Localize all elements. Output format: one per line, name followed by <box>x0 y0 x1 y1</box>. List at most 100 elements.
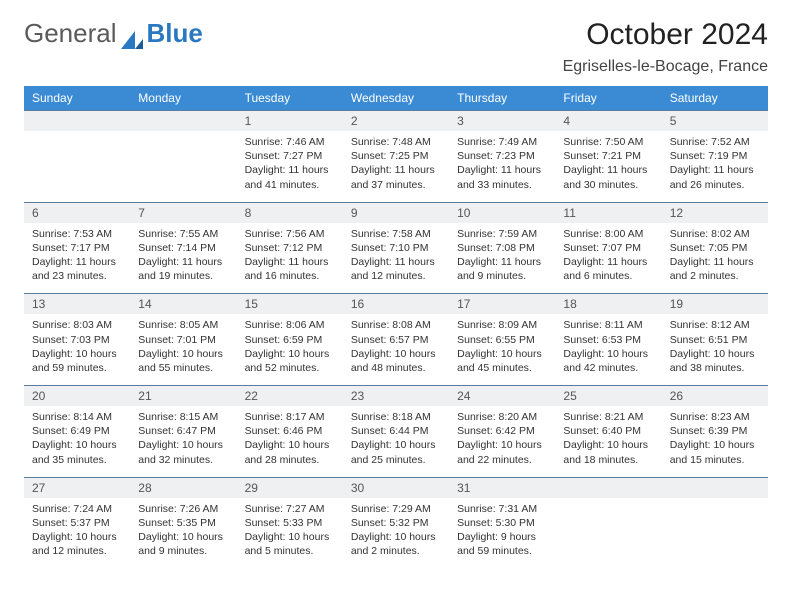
day-body-row: Sunrise: 7:46 AMSunset: 7:27 PMDaylight:… <box>24 131 768 202</box>
sunset-text: Sunset: 6:49 PM <box>32 424 122 438</box>
weekday-header: Saturday <box>662 86 768 111</box>
day-cell: Sunrise: 7:59 AMSunset: 7:08 PMDaylight:… <box>449 223 555 294</box>
daylight-text: Daylight: 10 hours and 9 minutes. <box>138 530 228 558</box>
day-cell: Sunrise: 7:52 AMSunset: 7:19 PMDaylight:… <box>662 131 768 202</box>
sunset-text: Sunset: 6:40 PM <box>563 424 653 438</box>
sunset-text: Sunset: 5:35 PM <box>138 516 228 530</box>
day-number: 3 <box>449 111 555 132</box>
daylight-text: Daylight: 9 hours and 59 minutes. <box>457 530 547 558</box>
daylight-text: Daylight: 10 hours and 42 minutes. <box>563 347 653 375</box>
month-title: October 2024 <box>563 18 768 52</box>
sunrise-text: Sunrise: 7:24 AM <box>32 502 122 516</box>
day-cell: Sunrise: 8:17 AMSunset: 6:46 PMDaylight:… <box>237 406 343 477</box>
sunrise-text: Sunrise: 8:02 AM <box>670 227 760 241</box>
day-number: 4 <box>555 111 661 132</box>
daylight-text: Daylight: 11 hours and 41 minutes. <box>245 163 335 191</box>
day-number <box>24 111 130 132</box>
day-cell: Sunrise: 8:14 AMSunset: 6:49 PMDaylight:… <box>24 406 130 477</box>
day-cell: Sunrise: 7:29 AMSunset: 5:32 PMDaylight:… <box>343 498 449 569</box>
sunrise-text: Sunrise: 8:20 AM <box>457 410 547 424</box>
daylight-text: Daylight: 10 hours and 5 minutes. <box>245 530 335 558</box>
day-number-row: 2728293031 <box>24 477 768 498</box>
sunrise-text: Sunrise: 8:23 AM <box>670 410 760 424</box>
day-number: 21 <box>130 386 236 407</box>
sunset-text: Sunset: 5:30 PM <box>457 516 547 530</box>
sunrise-text: Sunrise: 7:49 AM <box>457 135 547 149</box>
day-cell: Sunrise: 8:02 AMSunset: 7:05 PMDaylight:… <box>662 223 768 294</box>
daylight-text: Daylight: 11 hours and 30 minutes. <box>563 163 653 191</box>
sunrise-text: Sunrise: 8:08 AM <box>351 318 441 332</box>
day-number-row: 6789101112 <box>24 202 768 223</box>
day-number: 12 <box>662 202 768 223</box>
day-number: 8 <box>237 202 343 223</box>
day-cell: Sunrise: 8:06 AMSunset: 6:59 PMDaylight:… <box>237 314 343 385</box>
day-number: 6 <box>24 202 130 223</box>
daylight-text: Daylight: 11 hours and 19 minutes. <box>138 255 228 283</box>
sunrise-text: Sunrise: 7:29 AM <box>351 502 441 516</box>
weekday-header: Thursday <box>449 86 555 111</box>
day-number: 5 <box>662 111 768 132</box>
day-number: 13 <box>24 294 130 315</box>
day-number: 31 <box>449 477 555 498</box>
day-number: 2 <box>343 111 449 132</box>
sunset-text: Sunset: 6:51 PM <box>670 333 760 347</box>
day-number: 9 <box>343 202 449 223</box>
day-cell: Sunrise: 8:21 AMSunset: 6:40 PMDaylight:… <box>555 406 661 477</box>
sunset-text: Sunset: 7:23 PM <box>457 149 547 163</box>
daylight-text: Daylight: 10 hours and 38 minutes. <box>670 347 760 375</box>
sunrise-text: Sunrise: 7:52 AM <box>670 135 760 149</box>
sunset-text: Sunset: 6:57 PM <box>351 333 441 347</box>
daylight-text: Daylight: 10 hours and 18 minutes. <box>563 438 653 466</box>
weekday-header: Tuesday <box>237 86 343 111</box>
sunset-text: Sunset: 7:19 PM <box>670 149 760 163</box>
sunset-text: Sunset: 5:32 PM <box>351 516 441 530</box>
day-cell <box>130 131 236 202</box>
day-number: 11 <box>555 202 661 223</box>
day-cell: Sunrise: 7:46 AMSunset: 7:27 PMDaylight:… <box>237 131 343 202</box>
day-number: 26 <box>662 386 768 407</box>
logo-mark-icon <box>121 31 143 49</box>
sunset-text: Sunset: 7:05 PM <box>670 241 760 255</box>
daylight-text: Daylight: 11 hours and 33 minutes. <box>457 163 547 191</box>
daylight-text: Daylight: 11 hours and 9 minutes. <box>457 255 547 283</box>
day-cell <box>555 498 661 569</box>
daylight-text: Daylight: 10 hours and 48 minutes. <box>351 347 441 375</box>
daylight-text: Daylight: 10 hours and 35 minutes. <box>32 438 122 466</box>
sunrise-text: Sunrise: 8:18 AM <box>351 410 441 424</box>
sunset-text: Sunset: 6:39 PM <box>670 424 760 438</box>
daylight-text: Daylight: 10 hours and 2 minutes. <box>351 530 441 558</box>
day-cell: Sunrise: 8:08 AMSunset: 6:57 PMDaylight:… <box>343 314 449 385</box>
sunrise-text: Sunrise: 7:55 AM <box>138 227 228 241</box>
day-number: 17 <box>449 294 555 315</box>
sunset-text: Sunset: 6:47 PM <box>138 424 228 438</box>
sunrise-text: Sunrise: 8:14 AM <box>32 410 122 424</box>
sunrise-text: Sunrise: 7:53 AM <box>32 227 122 241</box>
sunset-text: Sunset: 6:42 PM <box>457 424 547 438</box>
sunset-text: Sunset: 5:33 PM <box>245 516 335 530</box>
day-number: 20 <box>24 386 130 407</box>
day-cell: Sunrise: 7:53 AMSunset: 7:17 PMDaylight:… <box>24 223 130 294</box>
day-cell: Sunrise: 8:23 AMSunset: 6:39 PMDaylight:… <box>662 406 768 477</box>
sunset-text: Sunset: 7:07 PM <box>563 241 653 255</box>
day-number: 28 <box>130 477 236 498</box>
day-number-row: 13141516171819 <box>24 294 768 315</box>
sunset-text: Sunset: 7:12 PM <box>245 241 335 255</box>
day-number: 30 <box>343 477 449 498</box>
day-body-row: Sunrise: 7:24 AMSunset: 5:37 PMDaylight:… <box>24 498 768 569</box>
sunrise-text: Sunrise: 7:26 AM <box>138 502 228 516</box>
day-cell: Sunrise: 8:20 AMSunset: 6:42 PMDaylight:… <box>449 406 555 477</box>
sunrise-text: Sunrise: 7:46 AM <box>245 135 335 149</box>
sunrise-text: Sunrise: 8:05 AM <box>138 318 228 332</box>
day-cell: Sunrise: 7:31 AMSunset: 5:30 PMDaylight:… <box>449 498 555 569</box>
sunset-text: Sunset: 6:59 PM <box>245 333 335 347</box>
day-body-row: Sunrise: 8:14 AMSunset: 6:49 PMDaylight:… <box>24 406 768 477</box>
daylight-text: Daylight: 11 hours and 26 minutes. <box>670 163 760 191</box>
sunrise-text: Sunrise: 7:56 AM <box>245 227 335 241</box>
sunset-text: Sunset: 6:53 PM <box>563 333 653 347</box>
page-header: General Blue October 2024 Egriselles-le-… <box>24 18 768 76</box>
sunrise-text: Sunrise: 8:15 AM <box>138 410 228 424</box>
day-number: 24 <box>449 386 555 407</box>
daylight-text: Daylight: 10 hours and 25 minutes. <box>351 438 441 466</box>
day-cell: Sunrise: 7:24 AMSunset: 5:37 PMDaylight:… <box>24 498 130 569</box>
sunset-text: Sunset: 7:01 PM <box>138 333 228 347</box>
